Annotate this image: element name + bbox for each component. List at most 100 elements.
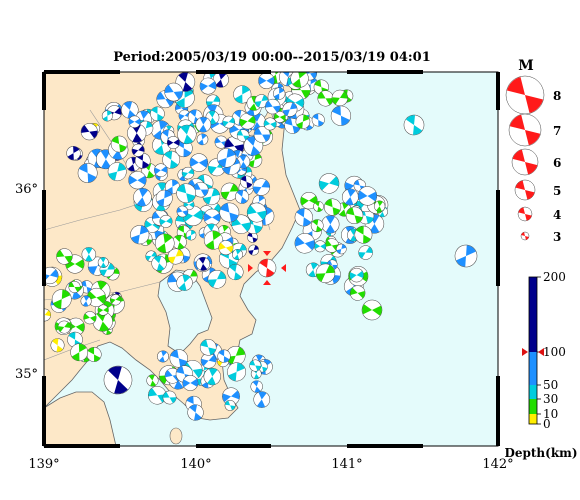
focal-mechanism bbox=[310, 219, 324, 233]
focal-mechanism-lobe bbox=[229, 183, 239, 192]
focal-mechanism-lobe bbox=[296, 208, 305, 218]
focal-mechanism-lobe bbox=[278, 120, 286, 129]
focal-mechanism-lobe bbox=[96, 294, 106, 304]
focal-mechanism-lobe bbox=[200, 339, 209, 348]
focal-mechanism bbox=[373, 200, 386, 212]
focal-mechanism-lobe bbox=[207, 104, 218, 115]
focal-mechanism-lobe bbox=[332, 106, 341, 116]
focal-mechanism-lobe bbox=[208, 355, 216, 363]
focal-mechanism bbox=[51, 289, 72, 310]
focal-mechanism-lobe bbox=[154, 145, 164, 155]
focal-mechanism-lobe bbox=[192, 368, 203, 378]
focal-mechanism-lobe bbox=[182, 274, 191, 283]
focal-mechanism bbox=[199, 339, 217, 356]
focal-mechanism-lobe bbox=[234, 254, 240, 260]
focal-mechanism-lobe bbox=[222, 225, 229, 232]
focal-mechanism bbox=[222, 115, 236, 129]
focal-mechanism-lobe bbox=[145, 255, 152, 261]
epicenter-arrow bbox=[263, 251, 271, 256]
map-title: Period:2005/03/19 00:00--2015/03/19 04:0… bbox=[113, 50, 431, 65]
focal-mechanism-lobe bbox=[412, 125, 423, 135]
focal-mechanism-lobe bbox=[53, 299, 62, 309]
magnitude-legend-label: 4 bbox=[553, 208, 561, 222]
depth-legend-title: Depth(km) bbox=[504, 446, 577, 460]
focal-mechanism bbox=[199, 77, 217, 95]
focal-mechanism-lobe bbox=[74, 259, 84, 269]
focal-mechanism-lobe bbox=[79, 163, 88, 174]
focal-mechanism-lobe bbox=[68, 332, 76, 340]
focal-mechanism-lobe bbox=[255, 101, 262, 108]
focal-mechanism bbox=[130, 225, 150, 245]
focal-mechanism bbox=[227, 362, 247, 382]
focal-mechanism bbox=[330, 105, 352, 126]
focal-mechanism bbox=[154, 233, 175, 254]
focal-mechanism-lobe bbox=[114, 107, 122, 115]
focal-mechanism-lobe bbox=[172, 179, 179, 187]
focal-mechanism bbox=[110, 135, 128, 153]
focal-mechanism bbox=[246, 202, 267, 223]
focal-mechanism-lobe bbox=[324, 199, 333, 208]
frame-tick-segment bbox=[196, 70, 271, 74]
focal-mechanism-lobe bbox=[87, 173, 97, 183]
focal-mechanism-lobe bbox=[177, 225, 184, 233]
focal-mechanism-lobe bbox=[193, 183, 201, 190]
focal-mechanism-lobe bbox=[325, 240, 332, 247]
y-tick-label: 36° bbox=[15, 182, 38, 197]
focal-mechanism-lobe bbox=[64, 322, 71, 329]
focal-mechanism-lobe bbox=[208, 111, 216, 118]
focal-mechanism-lobe bbox=[314, 243, 321, 250]
focal-mechanism-lobe bbox=[212, 213, 221, 222]
focal-mechanism-lobe bbox=[345, 196, 354, 205]
focal-mechanism bbox=[248, 244, 260, 256]
focal-mechanism-lobe bbox=[128, 118, 135, 125]
focal-mechanism-lobe bbox=[157, 243, 167, 253]
focal-mechanism-lobe bbox=[208, 368, 218, 377]
focal-mechanism bbox=[176, 274, 193, 291]
focal-mechanism-lobe bbox=[250, 145, 260, 156]
focal-mechanism-lobe bbox=[515, 180, 525, 190]
focal-mechanism-lobe bbox=[362, 304, 372, 315]
focal-mechanism bbox=[195, 116, 212, 133]
focal-mechanism-lobe bbox=[234, 272, 242, 280]
focal-mechanism bbox=[345, 206, 364, 225]
focal-mechanism-lobe bbox=[295, 98, 304, 108]
focal-mechanism-lobe bbox=[94, 354, 101, 362]
focal-mechanism bbox=[189, 153, 209, 172]
magnitude-legend: 8 7 6 5 4 3 bbox=[505, 75, 561, 244]
focal-mechanism bbox=[253, 126, 271, 143]
focal-mechanism bbox=[146, 374, 159, 387]
focal-mechanism-lobe bbox=[186, 396, 194, 404]
focal-mechanism-lobe bbox=[100, 149, 111, 160]
focal-mechanism-lobe bbox=[151, 251, 157, 257]
focal-mechanism-lobe bbox=[303, 217, 312, 226]
focal-mechanism-lobe bbox=[255, 365, 261, 371]
focal-mechanism-lobe bbox=[212, 231, 221, 241]
focal-mechanism-lobe bbox=[139, 225, 149, 235]
earthquake-events bbox=[44, 72, 478, 421]
focal-mechanism-lobe bbox=[336, 249, 342, 254]
focal-mechanism-lobe bbox=[229, 264, 237, 273]
focal-mechanism-lobe bbox=[140, 111, 149, 119]
focal-mechanism-lobe bbox=[87, 347, 95, 355]
focal-mechanism-lobe bbox=[318, 119, 324, 127]
focal-mechanism bbox=[511, 148, 539, 176]
focal-mechanism-lobe bbox=[164, 151, 173, 160]
focal-mechanism-lobe bbox=[108, 366, 122, 380]
focal-mechanism bbox=[181, 166, 195, 180]
focal-mechanism-lobe bbox=[173, 91, 183, 100]
focal-mechanism-lobe bbox=[178, 358, 188, 368]
focal-mechanism-lobe bbox=[350, 229, 357, 236]
focal-mechanism-lobe bbox=[186, 235, 192, 241]
focal-mechanism-lobe bbox=[167, 139, 174, 146]
focal-mechanism bbox=[92, 311, 113, 332]
focal-mechanism-lobe bbox=[183, 134, 194, 144]
focal-mechanism-lobe bbox=[134, 118, 141, 125]
focal-mechanism-lobe bbox=[101, 159, 112, 169]
focal-mechanism bbox=[249, 359, 262, 372]
focal-mechanism-lobe bbox=[112, 149, 123, 160]
focal-mechanism-lobe bbox=[199, 124, 207, 132]
focal-mechanism-lobe bbox=[56, 249, 65, 258]
focal-mechanism bbox=[155, 189, 173, 207]
focal-mechanism-lobe bbox=[198, 257, 206, 264]
focal-mechanism bbox=[313, 201, 324, 212]
